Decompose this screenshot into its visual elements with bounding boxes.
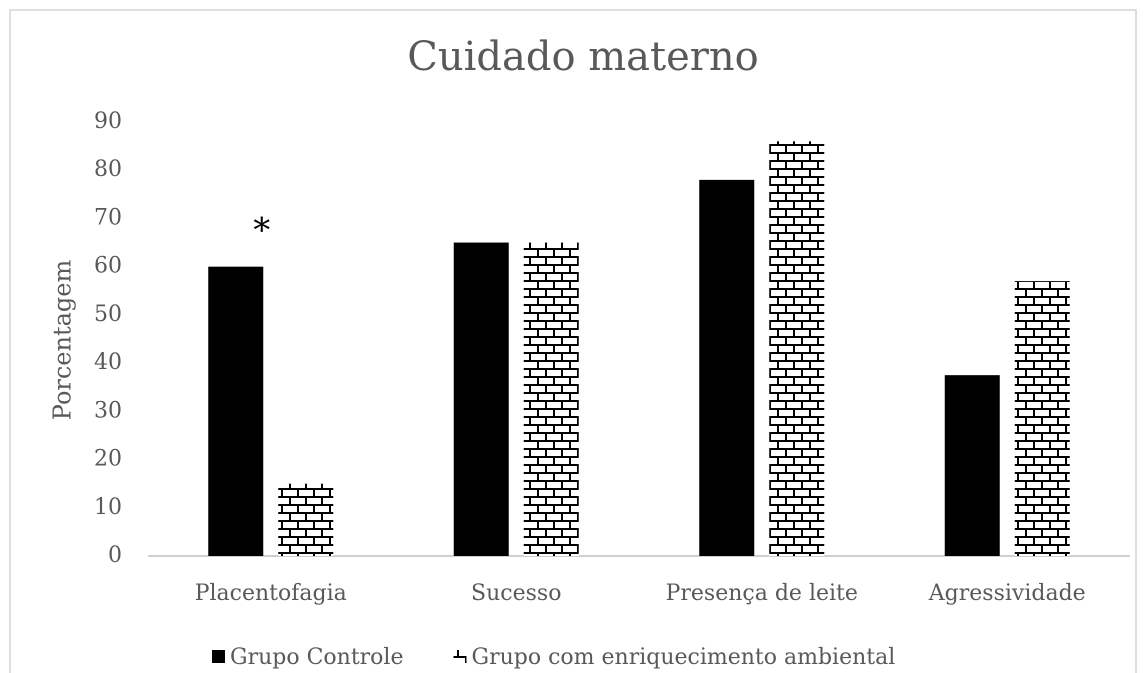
- bar: [208, 266, 264, 556]
- x-tick-label: Placentofagia: [195, 581, 347, 606]
- y-axis-label: Porcentagem: [49, 260, 77, 421]
- x-tick-label: Presença de leite: [666, 581, 858, 606]
- bar: [453, 242, 509, 557]
- legend-swatch: [453, 650, 467, 663]
- chart-title: Cuidado materno: [407, 34, 759, 80]
- annotation: *: [253, 211, 270, 251]
- x-tick-label: Sucesso: [471, 581, 561, 606]
- frame: [9, 9, 1137, 673]
- bar: [278, 483, 334, 556]
- bar: [699, 179, 755, 556]
- legend-swatch: [212, 650, 225, 663]
- y-tick-label: 20: [94, 447, 122, 472]
- y-tick-label: 70: [94, 205, 122, 230]
- y-tick-label: 80: [94, 157, 122, 182]
- y-tick-label: 30: [94, 398, 122, 423]
- y-tick-label: 10: [94, 495, 122, 520]
- legend-label: Grupo com enriquecimento ambiental: [472, 645, 896, 670]
- y-tick-label: 60: [94, 254, 122, 279]
- y-tick-label: 0: [108, 543, 122, 568]
- y-tick-label: 90: [94, 109, 122, 134]
- bar: [944, 375, 1000, 556]
- bar: [769, 141, 825, 557]
- legend-label: Grupo Controle: [230, 645, 404, 670]
- bar: [1014, 281, 1070, 556]
- y-tick-label: 40: [94, 350, 122, 375]
- y-tick-label: 50: [94, 302, 122, 327]
- bar: [523, 242, 579, 557]
- x-tick-label: Agressividade: [928, 581, 1086, 606]
